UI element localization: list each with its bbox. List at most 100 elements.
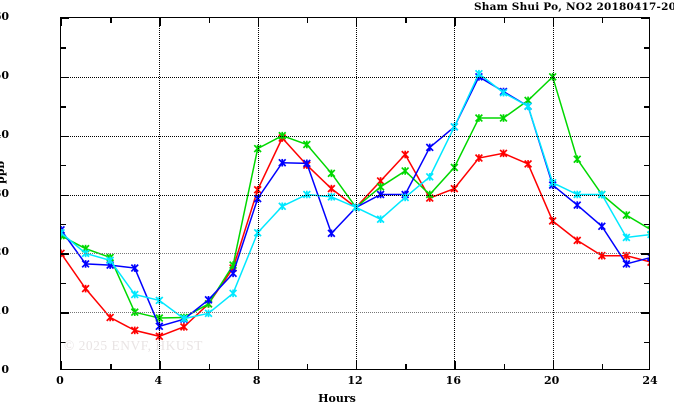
gridline-vertical [159, 18, 161, 369]
axis-tick [644, 341, 649, 343]
axis-tick [61, 76, 69, 79]
series-marker [499, 149, 508, 158]
axis-tick [356, 18, 358, 26]
y-tick-label: 20 [0, 245, 9, 259]
y-tick-label: 60 [0, 10, 9, 23]
axis-tick [61, 135, 69, 138]
series-marker [646, 253, 649, 262]
x-tick-label: 16 [445, 374, 461, 387]
x-tick-label: 4 [154, 374, 163, 387]
axis-tick [306, 18, 309, 23]
axis-tick [208, 18, 210, 23]
x-tick-label: 20 [544, 374, 560, 387]
gridline-horizontal [61, 312, 649, 314]
y-tick-label: 0 [1, 363, 9, 376]
axis-tick [644, 223, 649, 226]
series-marker [401, 150, 410, 159]
series-line [61, 72, 649, 320]
axis-tick [641, 253, 649, 255]
axis-tick [159, 361, 161, 369]
data-series-layer [61, 69, 649, 341]
axis-tick [641, 312, 649, 314]
series-marker [278, 202, 287, 211]
series-marker [474, 114, 483, 123]
series-marker [130, 326, 139, 335]
gridline-horizontal [61, 253, 649, 255]
axis-tick [257, 18, 260, 26]
series-marker [61, 249, 66, 258]
axis-tick [61, 18, 63, 26]
series-marker [376, 215, 385, 224]
plot-inner [61, 18, 649, 369]
data-series [61, 134, 649, 341]
series-line [61, 75, 649, 328]
series-marker [425, 172, 434, 181]
axis-tick [601, 364, 604, 369]
series-marker [573, 201, 582, 210]
gridline-vertical [356, 18, 357, 369]
series-marker [81, 259, 90, 268]
axis-tick [503, 364, 505, 369]
series-marker [327, 169, 336, 178]
series-marker [524, 159, 533, 168]
series-marker [646, 230, 649, 239]
x-tick-label: 0 [56, 374, 64, 387]
axis-tick [110, 18, 112, 23]
axis-tick [61, 47, 66, 49]
series-marker [327, 229, 336, 238]
axis-tick [644, 282, 649, 285]
y-tick-label: 30 [0, 186, 9, 200]
axis-tick [644, 106, 649, 108]
data-series [61, 72, 649, 331]
y-tick-label: 40 [0, 127, 9, 141]
series-marker [179, 314, 188, 323]
data-series [61, 69, 649, 323]
axis-tick [61, 18, 69, 20]
series-marker [204, 309, 213, 318]
gridline-vertical [257, 18, 259, 369]
series-marker [376, 182, 385, 191]
series-marker [327, 184, 336, 193]
series-marker [474, 154, 483, 163]
x-axis-title: Hours [318, 392, 356, 405]
series-marker [401, 166, 410, 175]
gridline-horizontal [61, 194, 649, 196]
axis-tick [306, 364, 309, 369]
series-line [61, 136, 649, 338]
axis-tick [405, 18, 407, 23]
y-axis-title: ppb [0, 160, 7, 184]
series-line [61, 75, 649, 319]
axis-tick [641, 135, 649, 138]
axis-tick [552, 18, 555, 26]
series-marker [499, 114, 508, 123]
series-marker [474, 69, 483, 78]
series-marker [302, 140, 311, 149]
plot-area: © 2025 ENVF, HKUST [60, 17, 650, 370]
axis-tick [61, 165, 66, 167]
series-marker [106, 313, 115, 322]
series-marker [573, 155, 582, 164]
axis-tick [61, 341, 66, 343]
series-marker [278, 158, 287, 167]
axis-tick [405, 364, 407, 369]
axis-tick [641, 194, 649, 196]
gridline-horizontal [61, 135, 649, 137]
data-series [61, 72, 649, 323]
axis-tick [552, 361, 555, 369]
axis-tick [61, 253, 69, 255]
axis-tick [641, 18, 649, 20]
axis-tick [159, 18, 161, 26]
series-marker [622, 233, 631, 242]
series-marker [425, 143, 434, 152]
chart-title: Sham Shui Po, NO2 20180417-20180420 [474, 1, 674, 13]
series-marker [130, 290, 139, 299]
series-marker [61, 225, 66, 234]
axis-tick [503, 18, 505, 23]
series-marker [204, 295, 213, 304]
axis-tick [644, 47, 649, 49]
series-marker [499, 88, 508, 97]
axis-tick [110, 364, 112, 369]
x-tick-label: 12 [347, 374, 363, 387]
series-marker [61, 228, 66, 237]
